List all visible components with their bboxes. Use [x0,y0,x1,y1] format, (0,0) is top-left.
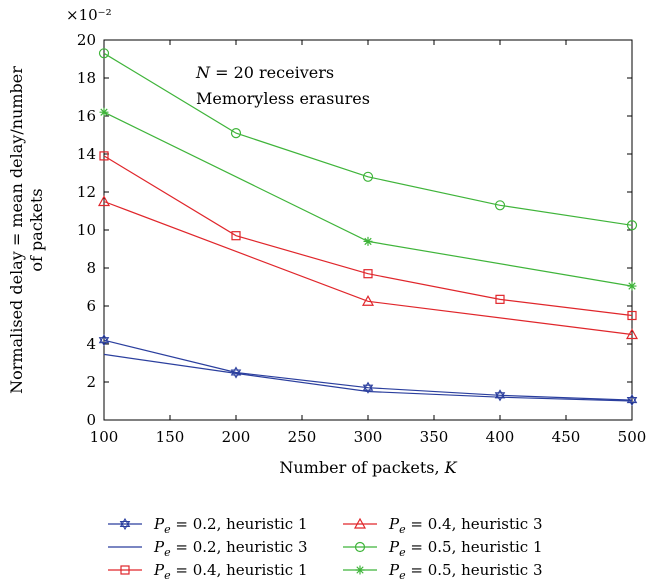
legend-marker [354,541,366,553]
y-tick-label: 0 [86,411,96,429]
annotation-erasures: Memoryless erasures [196,89,370,108]
plot-area [103,39,633,421]
data-point [362,381,374,394]
legend-item: Pe = 0.5, heuristic 1 [343,538,543,559]
legend-item: Pe = 0.5, heuristic 3 [343,561,543,582]
series-6 [99,107,637,291]
series-3 [99,151,637,321]
data-point [494,200,506,211]
data-point [626,220,638,231]
legend-label: Pe = 0.2, heuristic 3 [153,538,308,559]
y-tick-label: 12 [77,183,96,201]
legend-label: Pe = 0.4, heuristic 3 [388,515,543,536]
x-tick-label: 300 [354,428,383,446]
legend-marker [119,517,131,531]
legend-item: Pe = 0.4, heuristic 3 [343,515,543,536]
data-point [625,328,639,340]
legend-label: Pe = 0.2, heuristic 1 [153,515,308,536]
data-point [99,151,109,161]
legend-marker [120,565,130,575]
data-point [231,231,241,241]
data-point [495,294,505,304]
legend-item: Pe = 0.2, heuristic 3 [108,538,308,559]
data-point [98,48,110,59]
data-point [362,171,374,182]
y-tick-label: 8 [86,259,96,277]
x-tick-label: 350 [420,428,449,446]
series-line [103,200,633,336]
y-tick-label: 18 [77,69,96,87]
legend: Pe = 0.2, heuristic 1Pe = 0.2, heuristic… [108,515,543,582]
y-tick-label: 2 [86,373,96,391]
series-line [103,339,633,401]
y-tick-label: 14 [77,145,96,163]
y-multiplier: ×10⁻² [66,6,112,24]
legend-label: Pe = 0.5, heuristic 1 [388,538,543,559]
y-tick-label: 20 [77,31,96,49]
data-point [361,295,375,306]
data-point [363,236,373,246]
series-line [103,52,633,226]
legend-label: Pe = 0.4, heuristic 1 [153,561,308,582]
x-tick-label: 150 [156,428,185,446]
series-group [97,48,639,407]
x-tick-label: 450 [552,428,581,446]
series-line [103,353,633,402]
legend-item: Pe = 0.4, heuristic 1 [108,561,308,582]
y-tick-label: 10 [77,221,96,239]
data-point [97,195,111,207]
axis-ticks: 100 150 200 250 300 350 400 450 500 0 2 4 6 8 10 12 14 16… [77,31,646,446]
data-point [627,281,637,291]
x-tick-label: 250 [288,428,317,446]
y-axis-label-line-2: of packets [27,188,46,271]
legend-marker [355,565,365,575]
data-point [627,310,637,321]
legend-marker [353,517,367,529]
series-5 [98,48,638,231]
data-point [98,334,110,347]
y-tick-label: 4 [86,335,96,353]
data-point [363,269,373,279]
y-tick-label: 6 [86,297,96,315]
series-4 [97,195,639,340]
x-tick-label: 400 [486,428,515,446]
x-tick-label: 200 [222,428,251,446]
y-axis-label-line-1: Normalised delay = mean delay/number [7,66,26,394]
x-tick-label: 100 [90,428,119,446]
legend-label: Pe = 0.5, heuristic 3 [388,561,543,582]
y-tick-label: 16 [77,107,96,125]
data-point [230,128,242,139]
x-axis-label: Number of packets, K [279,458,457,477]
series-line [103,155,633,317]
annotation-receivers: N = 20 receivers [195,63,334,82]
series-2 [103,353,633,402]
data-point [99,107,109,117]
x-tick-label: 500 [618,428,646,446]
legend-item: Pe = 0.2, heuristic 1 [108,515,308,536]
